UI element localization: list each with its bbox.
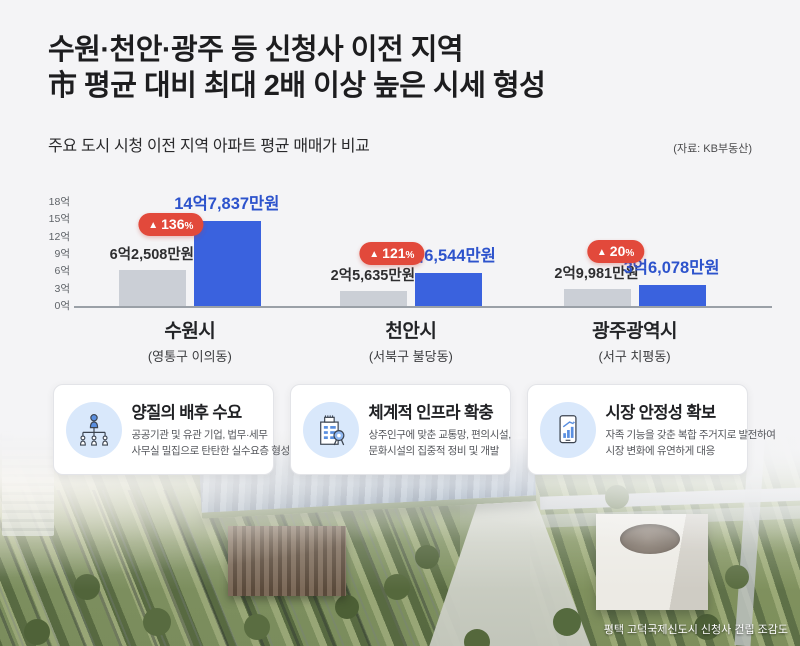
change-badge: ▲ 121% — [359, 242, 425, 265]
category-city: 천안시 — [385, 321, 437, 342]
bar-group-cheonan: 2억5,635만원 5억6,544만원 ▲ 121% 천안시 (서북구 불당동) — [331, 202, 496, 364]
x-axis-baseline — [74, 306, 772, 308]
value-label-base: 2억5,635만원 — [330, 268, 416, 284]
category-city: 수원시 — [164, 321, 216, 342]
card-icon-circle — [302, 401, 359, 458]
card-description: 상주인구에 맞춘 교통망, 편의시설, 문화시설의 집중적 정비 및 개발 — [368, 429, 512, 457]
up-triangle-icon: ▲ — [369, 249, 380, 260]
card-stability: 시장 안정성 확보 자족 기능을 갖춘 복합 주거지로 발전하여 시장 변화에 … — [526, 384, 776, 475]
y-tick: 9억 — [54, 248, 71, 260]
y-tick: 0억 — [54, 300, 71, 312]
category-district: (서북구 불당동) — [368, 349, 453, 364]
category-district: (영통구 이의동) — [147, 349, 232, 364]
category-city: 광주광역시 — [592, 321, 678, 342]
card-demand: 양질의 배후 수요 공공기관 및 유관 기업, 법무·세무 사무실 밀집으로 탄… — [52, 384, 291, 475]
card-description: 자족 기능을 갖춘 복합 주거지로 발전하여 시장 변화에 유연하게 대응 — [605, 429, 776, 457]
value-label-base: 6억2,508만원 — [109, 247, 195, 263]
category-district: (서구 치평동) — [598, 349, 671, 364]
change-value: 20 — [609, 243, 626, 259]
y-tick: 12억 — [48, 230, 70, 243]
up-triangle-icon: ▲ — [148, 220, 159, 231]
tablet-chart-icon — [558, 414, 577, 443]
header: 수원·천안·광주 등 신청사 이전 지역 市 평균 대비 최대 2배 이상 높은… — [0, 0, 800, 156]
y-tick: 3억 — [54, 282, 71, 295]
bar-city-average — [118, 270, 186, 306]
change-badge: ▲ 20% — [586, 240, 645, 263]
y-tick: 6억 — [54, 265, 71, 278]
bar-relocation-area — [193, 221, 261, 306]
org-chart-icon — [79, 413, 108, 446]
chart-subtitle: 주요 도시 시청 이전 지역 아파트 평균 매매가 비교 — [48, 138, 370, 155]
photo-caption: 평택 고덕국제신도시 신청사 건립 조감도 — [603, 624, 788, 636]
change-value: 121 — [382, 245, 406, 261]
card-title: 양질의 배후 수요 — [131, 404, 243, 423]
bar-city-average — [339, 291, 407, 306]
building-award-icon — [319, 414, 344, 445]
change-value: 136 — [161, 216, 185, 232]
y-axis: 18억 15억 12억 9억 6억 3억 0억 — [42, 196, 74, 312]
data-source: (자료: KB부동산) — [673, 143, 752, 155]
change-badge: ▲ 136% — [138, 213, 204, 236]
bar-relocation-area — [414, 273, 482, 306]
price-comparison-chart: 18억 15억 12억 9억 6억 3억 0억 6억2,508만원 14억7,8… — [42, 195, 772, 364]
percent-sign: % — [625, 248, 635, 259]
y-tick: 18억 — [48, 196, 70, 208]
page-title: 수원·천안·광주 등 신청사 이전 지역 市 평균 대비 최대 2배 이상 높은… — [48, 32, 752, 104]
up-triangle-icon: ▲ — [596, 247, 607, 258]
percent-sign: % — [184, 221, 194, 232]
bar-group-suwon: 6억2,508만원 14억7,837만원 ▲ 136% 수원시 (영통구 이의동) — [110, 195, 280, 364]
bar-group-gwangju: 2억9,981만원 3억6,078만원 ▲ 20% 광주광역시 (서구 치평동) — [554, 202, 720, 364]
bar-city-average — [563, 289, 631, 306]
title-line-1: 수원·천안·광주 등 신청사 이전 지역 — [48, 34, 464, 66]
percent-sign: % — [405, 250, 415, 261]
value-label-new: 3억6,078만원 — [623, 259, 720, 277]
chart-plot-area: 18억 15억 12억 9억 6억 3억 0억 6억2,508만원 14억7,8… — [49, 195, 772, 364]
card-title: 체계적 인프라 확충 — [368, 404, 494, 423]
bar-relocation-area — [638, 285, 706, 306]
benefit-cards: 양질의 배후 수요 공공기관 및 유관 기업, 법무·세무 사무실 밀집으로 탄… — [0, 384, 800, 475]
value-label-base: 2억9,981만원 — [554, 266, 639, 282]
title-line-2: 市 평균 대비 최대 2배 이상 높은 시세 형성 — [48, 70, 546, 102]
card-infrastructure: 체계적 인프라 확충 상주인구에 맞춘 교통망, 편의시설, 문화시설의 집중적… — [289, 384, 512, 475]
card-icon-circle — [539, 401, 596, 458]
card-icon-circle — [65, 401, 122, 458]
y-tick: 15억 — [48, 213, 70, 226]
card-title: 시장 안정성 확보 — [605, 404, 717, 423]
card-description: 공공기관 및 유관 기업, 법무·세무 사무실 밀집으로 탄탄한 실수요층 형성 — [131, 429, 291, 457]
value-label-new: 14억7,837만원 — [174, 195, 280, 213]
